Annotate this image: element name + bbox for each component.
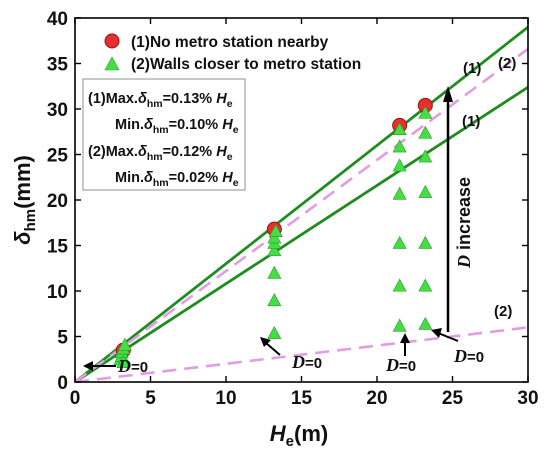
fit-line-3 [74,47,529,384]
fit-line-2 [74,85,529,384]
x-tick-label: 25 [442,388,464,409]
legend-label-no-metro: (1)No metro station nearby [131,34,329,51]
data-point-triangle [392,122,407,136]
y-tick-label: 5 [57,328,68,349]
d0-arrow-1-head [83,361,93,371]
x-tick-label: 15 [291,388,313,409]
data-point-triangle [267,325,282,339]
d0-arrow-4-head [431,328,442,338]
line-label-1-upper: (1) [463,60,481,77]
fit-lines-layer [74,25,529,384]
d0-annotation-1: D=0 [83,356,148,376]
d0-annotation-2: D=0 [260,337,322,372]
d0-label-4: D=0 [453,346,484,366]
d0-arrow-4 [437,332,459,342]
data-point-triangle [392,139,407,153]
data-point-triangle [267,230,282,244]
stats-max-2: (2)Max.δhm=0.12% He [88,144,233,163]
data-point-triangle [392,235,407,249]
legend-label-walls-closer: (2)Walls closer to metro station [131,56,361,73]
legend-item-no-metro: (1)No metro station nearby [104,33,329,51]
data-point-triangle [116,355,131,368]
data-point-triangle [392,318,407,332]
d-increase-arrow-head [443,86,453,102]
data-points-layer [113,97,433,368]
y-tick-label: 10 [47,282,68,303]
stats-box: (1)Max.δhm=0.13% He Min.δhm=0.10% He (2)… [82,78,246,191]
d0-label-2: D=0 [291,352,322,372]
y-tick-label: 30 [47,100,68,121]
y-tick-label: 35 [47,55,69,76]
legend-marker-circle [104,33,120,49]
data-point-triangle [418,278,433,292]
d0-annotation-4: D=0 [431,328,484,366]
data-point-triangle [268,224,283,237]
y-tick-label: 15 [47,237,69,258]
d-increase-label: D increase [454,177,474,269]
legend-item-walls-closer: (2)Walls closer to metro station [104,56,361,73]
x-tick-label: 5 [145,388,156,409]
x-axis-title: He(m) [270,421,328,450]
stats-box-border [82,78,246,191]
y-tick-label: 0 [57,373,68,394]
line-label-2-upper: (2) [498,55,516,72]
data-point-triangle [418,149,433,163]
line-label-1-lower: (1) [462,113,480,130]
data-point-triangle [267,243,282,257]
axes-layer: 0 5 10 15 20 25 30 0 5 10 15 20 25 30 35 40 [47,9,539,409]
data-point-triangle [117,337,132,351]
data-point-triangle [418,125,433,139]
stats-min-2: Min.δhm=0.02% He [115,170,239,189]
data-point-triangle [267,265,282,279]
x-tick-label: 0 [70,388,81,409]
fit-line-1 [74,25,529,384]
data-point-triangle [392,186,407,200]
y-tick-label: 40 [47,9,68,30]
x-tick-label: 30 [517,388,538,409]
data-point-triangle [392,278,407,292]
x-tick-label: 10 [215,388,236,409]
y-axis-title: δhm(mm) [10,155,39,245]
y-tick-label: 25 [47,146,69,167]
fit-line-4 [74,326,529,384]
d0-label-3: D=0 [385,355,416,375]
stats-min-1: Min.δhm=0.10% He [115,117,239,136]
d-increase-arrow: D increase [443,86,474,332]
data-point-triangle [418,105,433,119]
d0-arrow-2-head [260,337,271,347]
d0-arrow-3-head [400,333,410,343]
d0-label-1: D=0 [117,356,148,376]
data-point-triangle [418,316,433,330]
x-tick-label: 20 [366,388,387,409]
data-point-triangle [392,158,407,172]
data-point-triangle [418,235,433,249]
legend-marker-triangle [104,56,120,71]
stats-max-1: (1)Max.δhm=0.13% He [88,91,233,110]
d0-arrow-2 [265,342,281,356]
y-tick-label: 20 [47,191,68,212]
data-point-triangle [267,293,282,307]
d0-annotation-3: D=0 [385,333,416,375]
line-label-2-lower: (2) [494,303,512,320]
legend: (1)No metro station nearby (2)Walls clos… [104,33,361,73]
data-point-triangle [418,184,433,198]
